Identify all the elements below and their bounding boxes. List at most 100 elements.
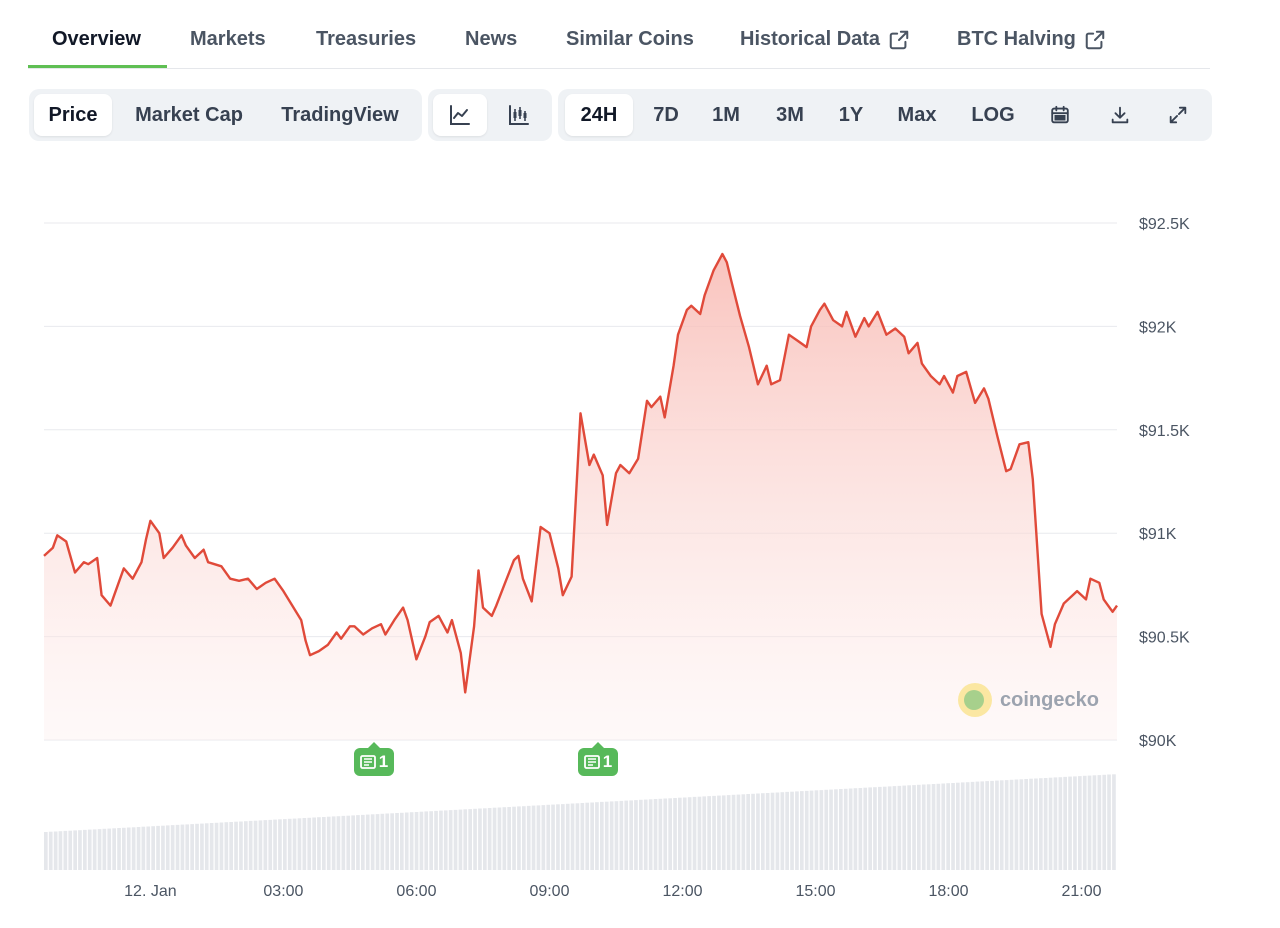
y-tick-label: $92K <box>1139 319 1177 336</box>
tab-label: Historical Data <box>740 28 881 50</box>
x-axis-labels: 12. Jan 03:00 06:00 09:00 12:00 15:00 18:00 21:… <box>124 883 1101 900</box>
volume-bar <box>639 799 643 870</box>
volume-bar <box>965 782 970 870</box>
volume-bar <box>702 796 707 870</box>
volume-bar <box>1009 779 1014 870</box>
volume-bar <box>487 808 492 870</box>
volume-bar <box>351 815 355 870</box>
volume-bar <box>687 797 692 870</box>
price-chart[interactable]: $90K $90.5K $91K $91.5K $92K $92.5K 12. Jan 03… <box>0 150 1280 910</box>
volume-bar <box>1043 778 1048 870</box>
volume-bar <box>87 829 92 870</box>
volume-bar <box>297 818 302 870</box>
newspaper-icon <box>583 755 600 769</box>
log-scale-button[interactable]: LOG <box>958 94 1028 136</box>
volume-bar <box>507 807 511 870</box>
volume-bar <box>302 818 307 870</box>
volume-bar <box>580 803 585 870</box>
range-label: 1Y <box>838 103 864 126</box>
price-label: Price <box>48 103 98 126</box>
tab-historical-data[interactable]: Historical Data <box>740 28 910 51</box>
volume-bar <box>843 788 848 870</box>
volume-bar <box>439 810 443 870</box>
line-chart-icon <box>450 105 470 125</box>
price-button[interactable]: Price <box>34 94 112 136</box>
news-marker[interactable]: 1 <box>354 742 394 776</box>
volume-bar <box>658 798 663 870</box>
candlestick-chart-button[interactable] <box>492 94 546 136</box>
volume-bar <box>892 786 897 870</box>
tab-overview[interactable]: Overview <box>52 28 141 51</box>
range-3m-button[interactable]: 3M <box>760 94 820 136</box>
tab-treasuries[interactable]: Treasuries <box>316 28 416 51</box>
volume-bar <box>951 783 955 870</box>
tab-news[interactable]: News <box>465 28 517 51</box>
tab-btc-halving[interactable]: BTC Halving <box>957 28 1106 51</box>
external-link-icon <box>889 30 909 49</box>
volume-bar <box>839 789 843 870</box>
volume-bar <box>175 824 180 870</box>
volume-bar <box>331 816 336 870</box>
download-button[interactable] <box>1098 94 1142 136</box>
range-1y-button[interactable]: 1Y <box>824 94 878 136</box>
tab-label: Similar Coins <box>566 28 694 50</box>
volume-bar <box>409 812 414 870</box>
volume-bar <box>322 817 326 870</box>
range-24h-button[interactable]: 24H <box>565 94 633 136</box>
volume-bar <box>809 790 814 870</box>
volume-bar <box>1063 776 1067 870</box>
volume-bar <box>604 801 609 870</box>
volume-bar <box>97 829 102 870</box>
tradingview-label: TradingView <box>281 103 399 126</box>
x-tick-label: 12. Jan <box>124 883 176 900</box>
volume-bar <box>263 820 268 870</box>
volume-bar <box>770 792 775 870</box>
volume-bar <box>873 787 877 870</box>
volume-bar <box>112 828 116 870</box>
volume-bar <box>775 792 780 870</box>
volume-bar <box>395 813 399 870</box>
volume-bar <box>414 812 419 870</box>
line-chart-button[interactable] <box>433 94 487 136</box>
volume-bar <box>858 788 863 870</box>
volume-bar <box>219 822 224 870</box>
range-label: 1M <box>712 103 740 126</box>
news-marker[interactable]: 1 <box>578 742 618 776</box>
volume-bar <box>443 810 448 870</box>
tradingview-button[interactable]: TradingView <box>269 94 411 136</box>
volume-bar <box>44 832 48 870</box>
volume-bar <box>819 790 824 870</box>
volume-bar <box>365 814 370 870</box>
volume-bar <box>600 801 604 870</box>
volume-bar <box>209 823 214 870</box>
y-axis-labels: $90K $90.5K $91K $91.5K $92K $92.5K <box>1139 216 1190 750</box>
range-7d-button[interactable]: 7D <box>638 94 694 136</box>
market-cap-button[interactable]: Market Cap <box>119 94 259 136</box>
volume-bar <box>1068 776 1072 870</box>
volume-bar <box>595 802 599 870</box>
volume-bar <box>361 814 365 870</box>
volume-bar <box>931 784 936 870</box>
volume-bar <box>326 816 331 870</box>
tab-similar-coins[interactable]: Similar Coins <box>566 28 694 51</box>
newspaper-icon <box>359 755 376 769</box>
tab-markets[interactable]: Markets <box>190 28 266 51</box>
volume-bar <box>980 781 985 870</box>
volume-bar <box>800 791 804 870</box>
volume-bar <box>253 820 258 870</box>
volume-bar <box>126 827 131 870</box>
range-max-button[interactable]: Max <box>884 94 950 136</box>
volume-bar <box>1029 778 1033 870</box>
volume-bar <box>283 819 287 870</box>
volume-bar <box>404 812 409 870</box>
expand-button[interactable] <box>1156 94 1200 136</box>
volume-bar <box>546 804 551 870</box>
range-group: 24H 7D 1M 3M 1Y Max LOG <box>558 89 1212 141</box>
volume-bar <box>200 823 204 870</box>
y-tick-label: $92.5K <box>1139 216 1190 233</box>
price-area <box>44 254 1117 740</box>
range-1m-button[interactable]: 1M <box>698 94 754 136</box>
volume-bar <box>926 784 931 870</box>
volume-bar <box>985 781 989 870</box>
calendar-button[interactable] <box>1038 94 1082 136</box>
